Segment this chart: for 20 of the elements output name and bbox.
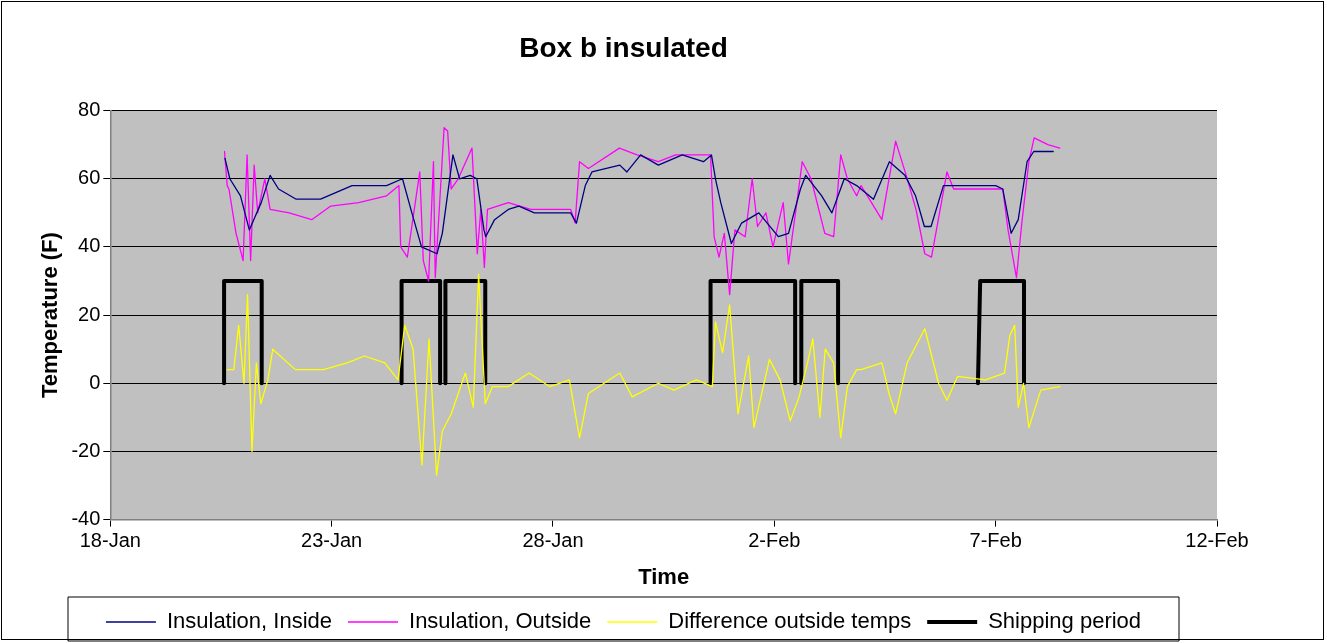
y-tick-label: 20	[78, 302, 101, 325]
legend-label: Difference outside temps	[668, 608, 912, 634]
x-tick-label: 18-Jan	[79, 529, 141, 552]
chart-title: Box b insulated	[519, 31, 728, 63]
legend-label: Insulation, Outside	[409, 608, 592, 634]
y-tick-label: 40	[78, 234, 101, 257]
x-tick-label: 28-Jan	[522, 529, 584, 552]
y-tick-label: 60	[78, 166, 101, 189]
x-tick-label: 7-Feb	[969, 529, 1022, 552]
x-axis-title: Time	[638, 563, 690, 589]
x-tick-label: 12-Feb	[1185, 529, 1249, 552]
y-tick-label: 0	[89, 370, 101, 393]
legend-label: Shipping period	[988, 608, 1142, 634]
y-tick-label: 80	[78, 98, 101, 121]
y-axis-title: Temperature (F)	[37, 232, 63, 399]
x-tick-label: 23-Jan	[301, 529, 363, 552]
y-tick-label: -40	[71, 507, 101, 530]
x-tick-label: 2-Feb	[748, 529, 801, 552]
legend-label: Insulation, Inside	[166, 608, 333, 634]
y-tick-label: -20	[71, 438, 101, 461]
